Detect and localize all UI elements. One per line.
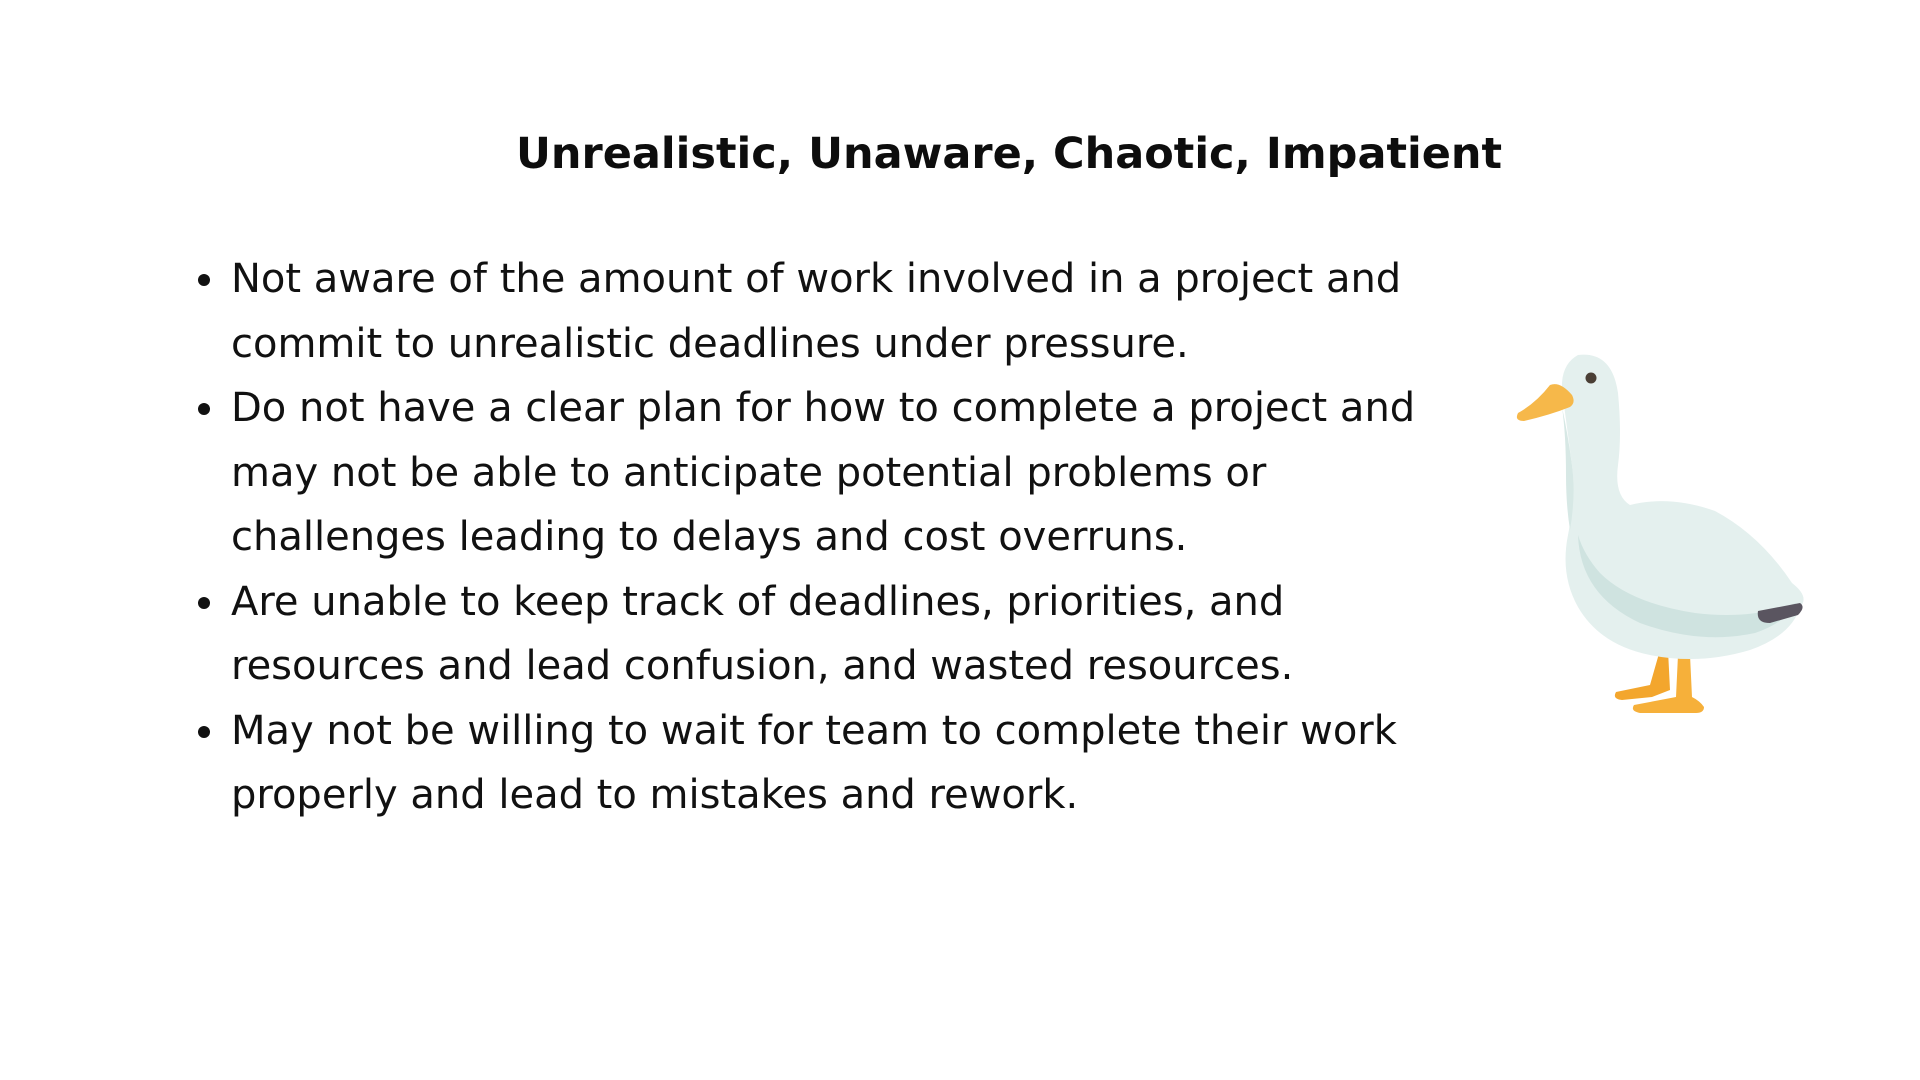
list-item: May not be willing to wait for team to c… bbox=[198, 699, 1450, 828]
bullet-marker bbox=[198, 725, 210, 738]
goose-icon bbox=[1500, 345, 1830, 715]
list-item: Not aware of the amount of work involved… bbox=[198, 247, 1450, 376]
list-item: Do not have a clear plan for how to comp… bbox=[198, 376, 1450, 570]
slide-title: Unrealistic, Unaware, Chaotic, Impatient bbox=[516, 129, 1503, 179]
bullet-marker bbox=[198, 274, 210, 286]
bullet-text: May not be willing to wait for team to c… bbox=[231, 707, 1397, 819]
bullet-text: Not aware of the amount of work involved… bbox=[231, 256, 1402, 367]
list-item: Are unable to keep track of deadlines, p… bbox=[198, 570, 1450, 699]
bullet-list: Not aware of the amount of work involved… bbox=[198, 247, 1450, 828]
bullet-marker bbox=[198, 403, 210, 415]
bullet-text: Do not have a clear plan for how to comp… bbox=[231, 385, 1416, 560]
bullet-marker bbox=[198, 596, 210, 609]
bullet-text: Are unable to keep track of deadlines, p… bbox=[231, 578, 1294, 690]
